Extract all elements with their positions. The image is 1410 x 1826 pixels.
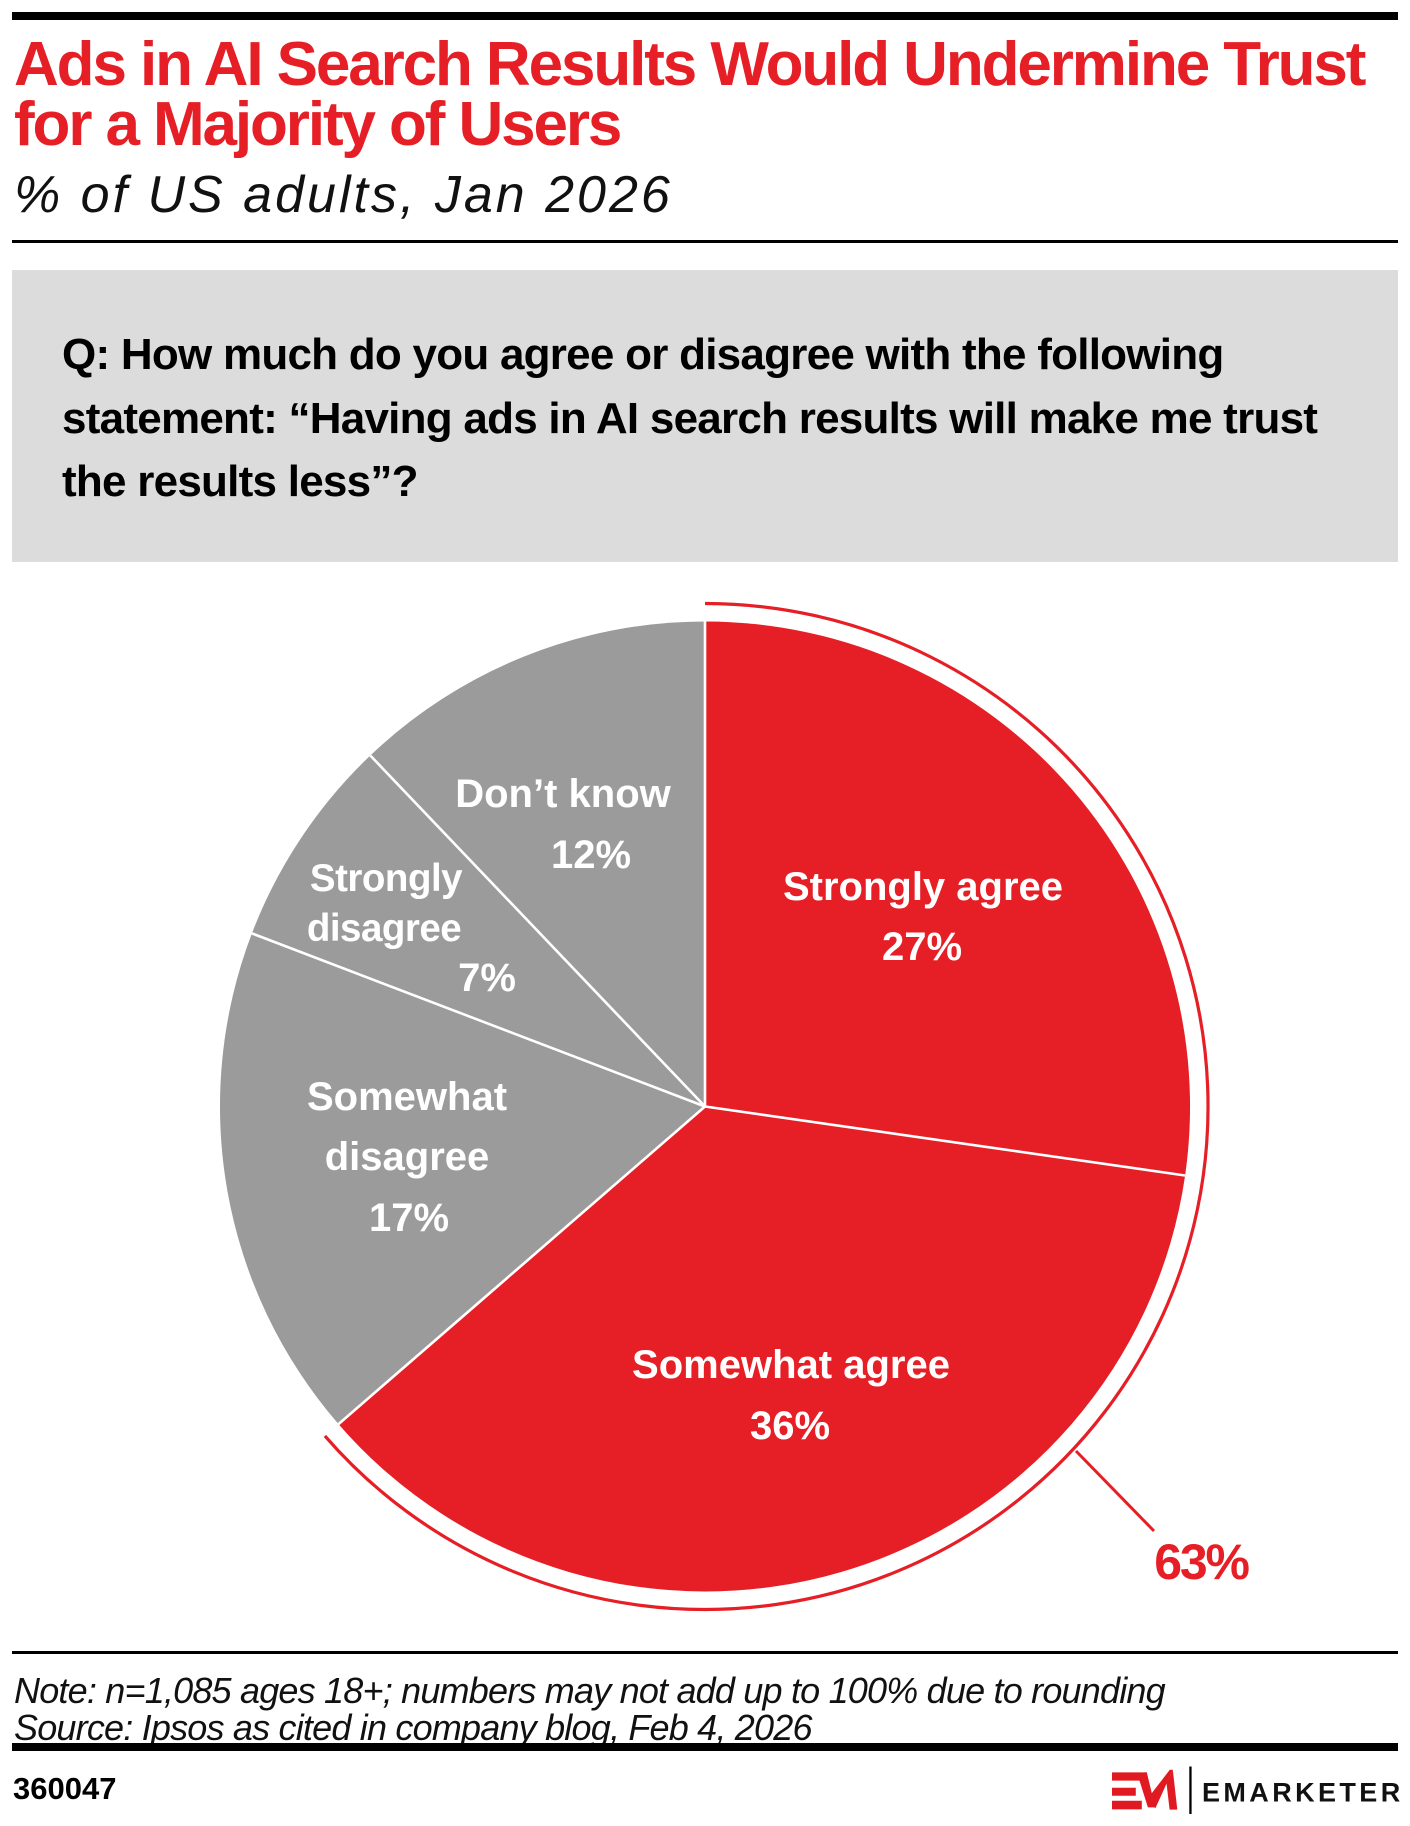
svg-text:Don’t know: Don’t know: [455, 772, 671, 816]
svg-text:17%: 17%: [369, 1196, 449, 1240]
svg-text:Strongly agree: Strongly agree: [783, 865, 1063, 909]
svg-text:12%: 12%: [551, 833, 631, 877]
svg-text:63%: 63%: [1154, 1534, 1249, 1590]
svg-text:27%: 27%: [882, 925, 962, 969]
svg-text:Somewhat: Somewhat: [307, 1075, 507, 1119]
svg-text:disagree: disagree: [307, 907, 461, 950]
svg-text:disagree: disagree: [325, 1135, 490, 1179]
svg-text:7%: 7%: [458, 956, 516, 1000]
svg-text:EMARKETER: EMARKETER: [1202, 1778, 1404, 1808]
svg-text:Strongly: Strongly: [310, 857, 463, 900]
svg-text:36%: 36%: [750, 1404, 830, 1448]
svg-text:Somewhat agree: Somewhat agree: [632, 1343, 950, 1387]
